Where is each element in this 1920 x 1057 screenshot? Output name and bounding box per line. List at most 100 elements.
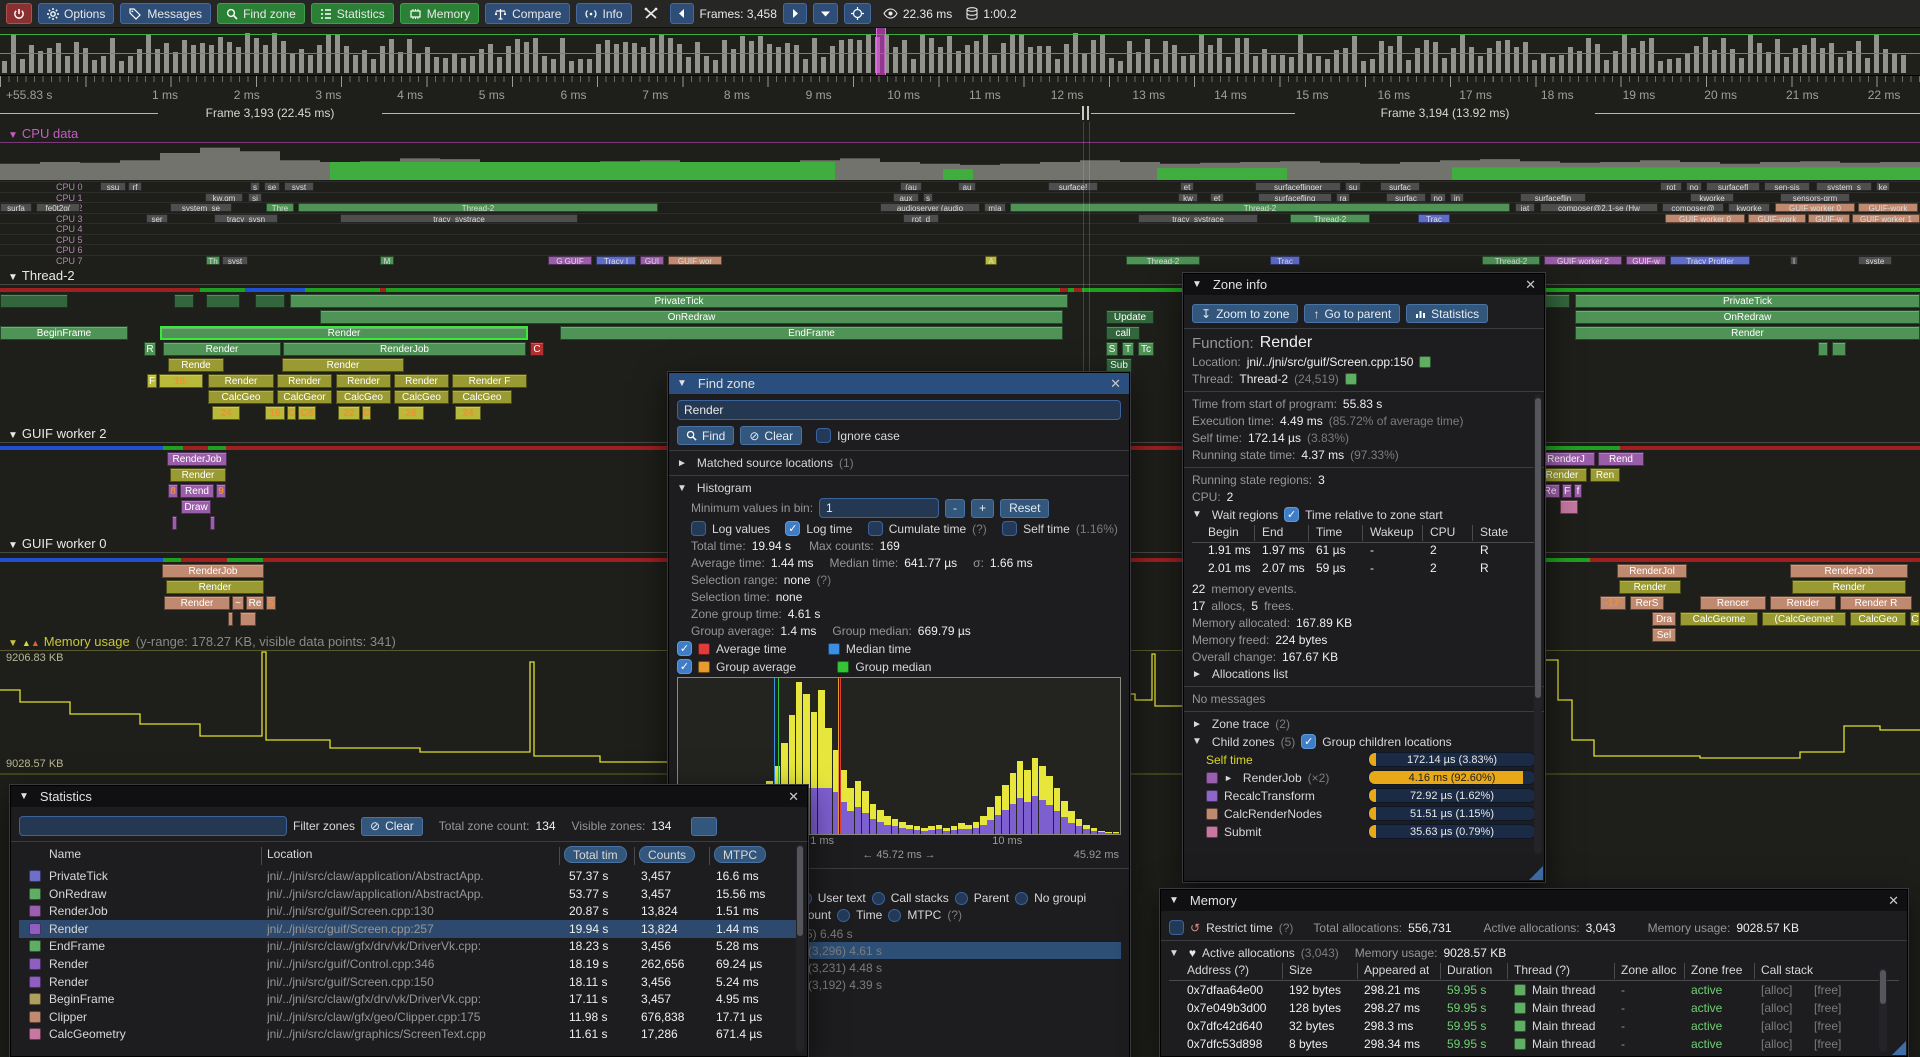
frame-time-bar[interactable]	[209, 44, 214, 73]
timeline-zone[interactable]	[172, 516, 177, 530]
frame-time-bar[interactable]	[614, 43, 619, 73]
frame-time-bar[interactable]	[1532, 60, 1537, 73]
stat-location[interactable]: jni/../jni/src/claw/gfx/geo/Clipper.cpp:…	[267, 1009, 481, 1024]
collapse-caret-icon[interactable]: ▼	[1192, 509, 1202, 520]
frame-time-bar[interactable]	[74, 42, 79, 73]
cpu-zone-chip[interactable]: Trac	[1418, 213, 1450, 223]
frame-time-bar[interactable]	[1640, 41, 1645, 73]
table-row[interactable]: 0x7dfc42d640 32 bytes 298.3 ms 59.95 s Main …	[1169, 1017, 1899, 1035]
memory-titlebar[interactable]: ▼ Memory ✕	[1161, 890, 1907, 911]
timeline-zone[interactable]	[240, 612, 256, 626]
col-address[interactable]: Address	[1187, 963, 1232, 977]
frame-time-bar[interactable]	[1847, 50, 1852, 73]
timeline-zone[interactable]: Render	[164, 596, 230, 610]
timeline-zone[interactable]: Render	[1537, 468, 1587, 482]
timeline-zone[interactable]: OnRedraw	[320, 310, 1063, 324]
table-row[interactable]: 0x7e049b3d00 128 bytes 298.27 ms 59.95 s Mai…	[1169, 999, 1899, 1017]
timeline-zone[interactable]	[1818, 342, 1828, 356]
cpu-zone-chip[interactable]: ke	[1876, 182, 1890, 191]
frame-time-bar[interactable]	[515, 39, 520, 73]
timeline-zone[interactable]: 26	[398, 406, 424, 420]
thread-swatch[interactable]	[1514, 984, 1526, 996]
timeline-zone[interactable]	[206, 294, 240, 308]
cpu-zone-chip[interactable]: iat	[1515, 203, 1535, 212]
frame-time-bar[interactable]	[1703, 36, 1708, 73]
timing-mode-button[interactable]	[691, 816, 718, 836]
frame-time-bar[interactable]	[11, 35, 16, 73]
cpu-zone-chip[interactable]: su	[1345, 182, 1361, 191]
frame-time-bar[interactable]	[776, 46, 781, 73]
frame-time-bar[interactable]	[1235, 38, 1240, 73]
memory-usage-header[interactable]: ▼ ▲▲ Memory usage (y-range: 178.27 KB, visi…	[8, 634, 396, 649]
frame-time-bar[interactable]	[713, 59, 718, 73]
frame-time-bar[interactable]	[1325, 59, 1330, 73]
frame-time-bar[interactable]	[1604, 60, 1609, 73]
timeline-zone[interactable]: CalcGeome	[1680, 612, 1758, 626]
timeline-zone[interactable]: ~	[232, 596, 244, 610]
cpu-zone-chip[interactable]: syst	[222, 255, 248, 265]
frame-time-bar[interactable]	[1559, 55, 1564, 73]
find-zone-button[interactable]: Find zone	[217, 3, 305, 24]
timeline-zone[interactable]: C	[362, 406, 371, 420]
ignore-case-checkbox[interactable]	[816, 428, 832, 443]
frame-time-bar[interactable]	[344, 46, 349, 73]
zone-statistics-button[interactable]: Statistics	[1406, 304, 1489, 323]
frame-time-bar[interactable]	[1244, 37, 1249, 73]
timeline-zone[interactable]: RenderJob	[167, 452, 227, 466]
frame-time-bar[interactable]	[488, 44, 493, 73]
scrollbar[interactable]	[1879, 968, 1887, 1052]
cpu-zone-chip[interactable]: au	[958, 182, 976, 191]
frame-time-bar[interactable]	[974, 40, 979, 73]
col-location[interactable]: Location	[267, 847, 313, 861]
frame-time-bar[interactable]	[1280, 54, 1285, 73]
time-ruler[interactable]: +55.83 s 1 ms 2 ms 3 ms 4 ms 5 ms 6 ms 7 ms 8 m…	[0, 76, 1920, 104]
timeline-zone[interactable]: Ren	[1590, 468, 1620, 482]
table-row[interactable]: RenderJob jni/../jni/src/guif/Screen.cpp:…	[19, 902, 799, 920]
cpu-zone-chip[interactable]: surfa	[0, 203, 32, 212]
cpu-zone-chip[interactable]: sen-sis	[1764, 182, 1810, 191]
find-button[interactable]: Find	[677, 426, 735, 445]
timeline-zone[interactable]: 24	[455, 406, 481, 420]
prev-frame-button[interactable]	[669, 3, 694, 24]
timeline-zone[interactable]: Sub	[1106, 358, 1132, 372]
table-row[interactable]: PrivateTick jni/../jni/src/claw/applicati…	[19, 867, 799, 885]
cpu-zone-chip[interactable]: Thread-2	[298, 203, 658, 212]
timeline-zone[interactable]: Render	[163, 342, 281, 356]
timeline-zone[interactable]: RenderJob	[162, 564, 264, 578]
timeline-zone[interactable]: call	[1106, 326, 1140, 340]
col-mtpc[interactable]: MTPC	[714, 846, 766, 863]
frame-time-bar[interactable]	[1901, 55, 1906, 73]
timeline-zone[interactable]: Rencer	[1700, 596, 1766, 610]
statistics-button[interactable]: Statistics	[310, 3, 394, 24]
timeline-zone[interactable]: RenderJ	[1537, 452, 1595, 466]
frame-time-bar[interactable]	[1172, 45, 1177, 73]
min-bin-decrement-button[interactable]: -	[945, 498, 966, 518]
frame-time-bar[interactable]	[1784, 56, 1789, 73]
frame-time-bar[interactable]	[1838, 57, 1843, 73]
cpu-zone-chip[interactable]: ssu	[100, 182, 126, 191]
collapse-caret-icon[interactable]: ▼	[677, 378, 687, 389]
timeline-zone[interactable]: Render	[1770, 596, 1836, 610]
frame-time-bar[interactable]	[677, 44, 682, 73]
expand-caret-icon[interactable]: ►	[1224, 772, 1233, 783]
histogram-option-checkbox[interactable]	[867, 521, 883, 536]
zone-color-swatch[interactable]	[29, 870, 41, 882]
frame-time-bar[interactable]	[587, 58, 592, 73]
timeline-zone[interactable]: BeginFrame	[0, 326, 128, 340]
frame-time-bar[interactable]	[290, 53, 295, 73]
frame-time-bar[interactable]	[1181, 55, 1186, 73]
mem-callstack-free[interactable]: [free]	[1814, 983, 1842, 997]
frame-time-bar[interactable]	[524, 41, 529, 73]
frame-time-bar[interactable]	[1739, 58, 1744, 73]
frame-time-bar[interactable]	[317, 44, 322, 73]
frame-time-bar[interactable]	[1091, 39, 1096, 73]
legend-checkbox[interactable]: ✓	[677, 659, 692, 674]
zone-location[interactable]: jni/../jni/src/guif/Screen.cpp:150	[1246, 355, 1414, 369]
timeline-zone[interactable]	[174, 294, 194, 308]
frame-time-bar[interactable]	[533, 37, 538, 73]
wait-table-row[interactable]: 2.01 ms 2.07 ms 59 µs - 2 R	[1192, 561, 1536, 579]
frame-time-bar[interactable]	[1523, 42, 1528, 73]
wait-regions-label[interactable]: Wait regions	[1211, 507, 1279, 522]
frame-time-bar[interactable]	[218, 36, 223, 73]
frame-time-bar[interactable]	[470, 55, 475, 73]
